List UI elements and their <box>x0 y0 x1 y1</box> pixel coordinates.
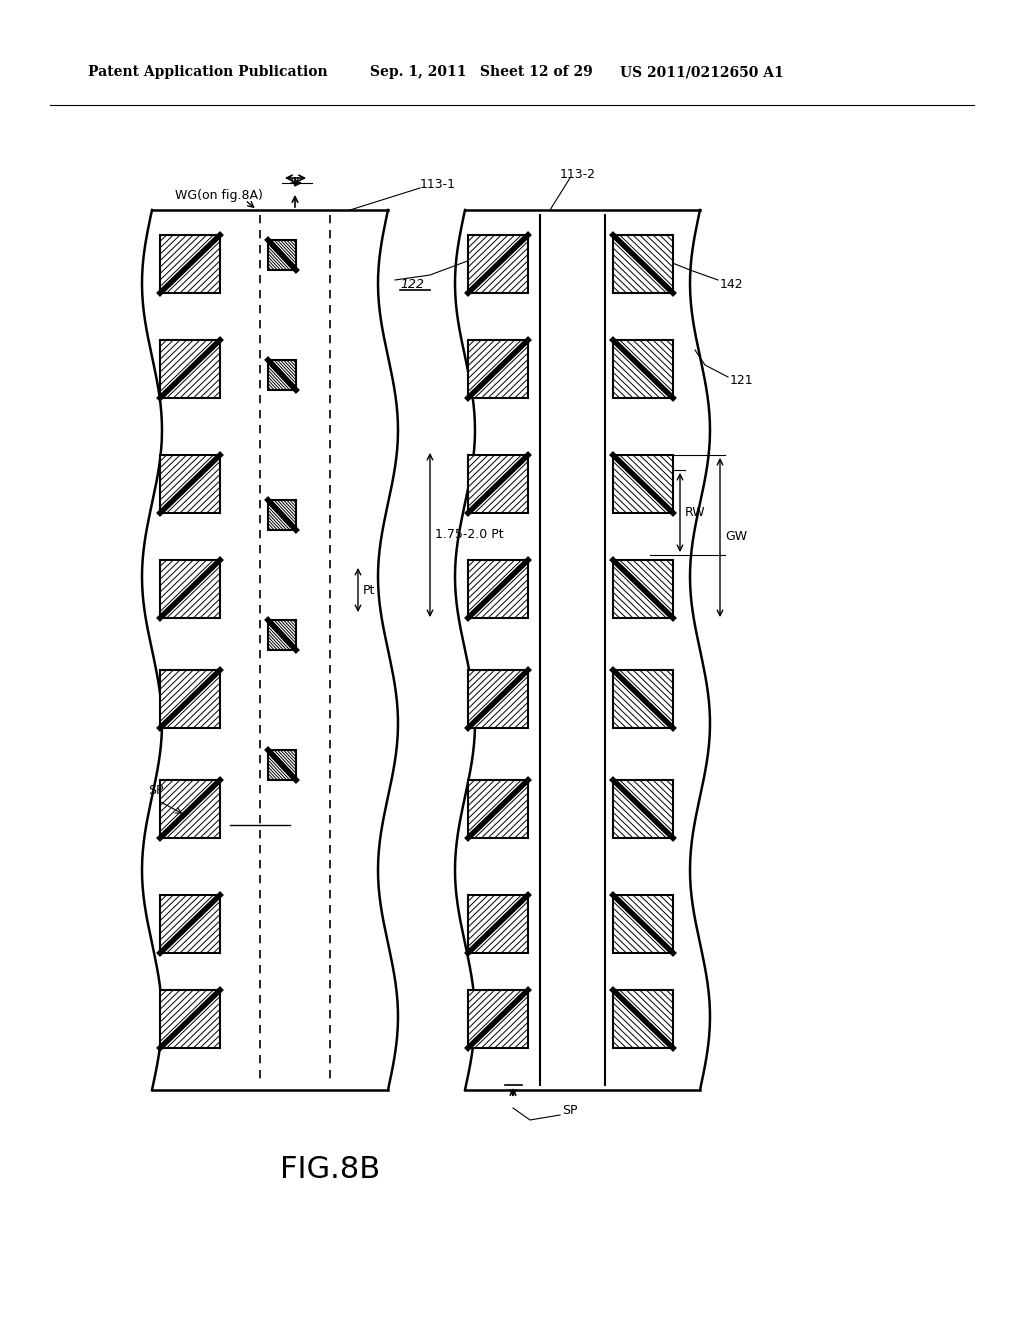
Bar <box>160 455 220 513</box>
Text: FIG.8B: FIG.8B <box>280 1155 380 1184</box>
Bar <box>268 500 296 531</box>
Text: SP: SP <box>562 1104 578 1117</box>
Bar <box>160 341 220 399</box>
Bar <box>613 671 673 729</box>
Text: Sheet 12 of 29: Sheet 12 of 29 <box>480 65 593 79</box>
Text: 122: 122 <box>400 279 424 292</box>
Text: SP: SP <box>148 784 164 796</box>
Bar <box>613 235 673 293</box>
Bar <box>613 455 673 513</box>
Text: Sep. 1, 2011: Sep. 1, 2011 <box>370 65 467 79</box>
Bar <box>468 895 528 953</box>
Bar <box>468 455 528 513</box>
Text: RW: RW <box>685 506 706 519</box>
Bar <box>268 360 296 389</box>
Bar <box>613 780 673 838</box>
Bar <box>613 990 673 1048</box>
Bar <box>613 341 673 399</box>
Text: WG(on fig.8A): WG(on fig.8A) <box>175 189 263 202</box>
Text: Pt: Pt <box>362 583 376 597</box>
Bar <box>268 620 296 649</box>
Bar <box>160 895 220 953</box>
Bar <box>468 990 528 1048</box>
Text: US 2011/0212650 A1: US 2011/0212650 A1 <box>620 65 783 79</box>
Text: 113-1: 113-1 <box>420 178 456 191</box>
Bar <box>613 560 673 618</box>
Text: GW: GW <box>725 531 748 544</box>
Bar <box>160 671 220 729</box>
Text: 142: 142 <box>720 279 743 292</box>
Bar <box>268 240 296 271</box>
Bar <box>468 560 528 618</box>
Text: 121: 121 <box>730 374 754 387</box>
Bar <box>160 560 220 618</box>
Text: 113-2: 113-2 <box>560 169 596 181</box>
Bar <box>268 750 296 780</box>
Bar <box>160 780 220 838</box>
Bar <box>160 990 220 1048</box>
Bar <box>468 235 528 293</box>
Bar <box>468 780 528 838</box>
Text: 1.75-2.0 Pt: 1.75-2.0 Pt <box>435 528 504 541</box>
Bar <box>468 671 528 729</box>
Bar <box>613 895 673 953</box>
Bar <box>160 235 220 293</box>
Bar <box>468 341 528 399</box>
Text: Patent Application Publication: Patent Application Publication <box>88 65 328 79</box>
